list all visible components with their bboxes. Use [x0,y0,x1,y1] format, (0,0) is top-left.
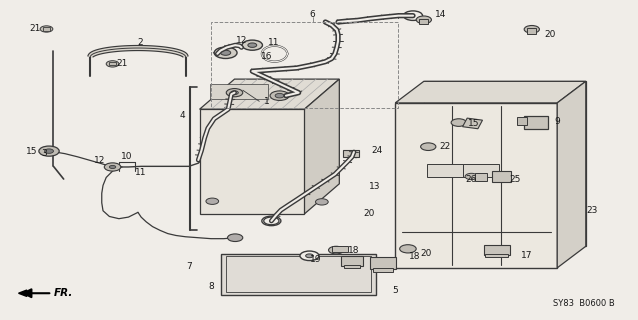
Text: 15: 15 [26,147,38,156]
Bar [524,116,547,129]
Bar [200,109,304,214]
Circle shape [221,50,231,55]
Text: 2: 2 [137,38,143,47]
Circle shape [465,173,478,180]
Text: 3: 3 [41,149,47,158]
Bar [43,28,50,31]
Text: 21: 21 [116,60,128,68]
Bar [373,268,393,272]
Bar [343,150,359,157]
Text: 12: 12 [236,36,247,45]
Circle shape [45,149,54,153]
Text: 7: 7 [186,262,191,271]
Circle shape [300,251,319,260]
Circle shape [403,11,422,20]
Text: 18: 18 [408,252,420,261]
Text: 20: 20 [364,209,375,219]
Bar [211,22,398,108]
Circle shape [39,146,59,156]
Text: 10: 10 [121,152,133,161]
Bar [370,257,396,269]
Text: 17: 17 [521,251,533,260]
Text: 22: 22 [440,142,451,151]
Bar [332,246,348,252]
Circle shape [206,198,219,204]
Bar [221,253,376,295]
Bar [210,84,268,99]
Text: 1: 1 [264,97,270,106]
Text: FR.: FR. [54,288,73,298]
Text: 23: 23 [586,206,598,215]
Text: 25: 25 [510,174,521,184]
Circle shape [104,163,121,171]
Bar [345,265,360,268]
Bar [419,19,428,24]
Text: 8: 8 [208,282,214,292]
Text: 13: 13 [369,182,381,191]
Bar [486,253,508,257]
Text: 15: 15 [468,119,480,128]
Bar [528,28,537,34]
Bar [475,173,487,180]
Polygon shape [200,79,339,109]
Bar [427,164,463,177]
Text: 14: 14 [434,10,446,19]
Bar [108,62,116,66]
Bar [484,245,510,255]
Circle shape [214,47,237,59]
Circle shape [228,234,243,242]
Text: 16: 16 [260,52,272,61]
Bar [424,81,586,246]
Text: 20: 20 [420,249,432,258]
Text: 12: 12 [94,156,105,165]
Circle shape [399,245,416,253]
Text: 19: 19 [310,255,322,264]
Bar [463,118,482,129]
Bar [517,117,527,125]
Circle shape [226,89,243,97]
Circle shape [524,26,539,33]
Text: SY83  B0600 B: SY83 B0600 B [553,299,614,308]
Circle shape [106,61,119,67]
Bar [341,256,364,266]
Circle shape [263,217,279,225]
Text: 11: 11 [268,38,279,47]
Polygon shape [304,79,339,214]
Text: 5: 5 [392,285,398,295]
Bar [226,256,371,292]
Circle shape [416,16,431,24]
Circle shape [40,26,53,32]
Bar [492,171,511,182]
Text: 20: 20 [544,30,556,39]
Text: 6: 6 [310,10,316,19]
Text: 26: 26 [465,174,477,184]
Circle shape [316,199,328,205]
Circle shape [109,165,115,169]
Polygon shape [395,81,586,103]
Circle shape [329,246,344,254]
Circle shape [242,40,262,50]
Circle shape [306,254,313,258]
Text: 21: 21 [29,24,41,33]
Circle shape [451,119,466,126]
Polygon shape [557,81,586,268]
Circle shape [270,91,289,100]
Circle shape [262,216,281,226]
Circle shape [248,43,256,47]
Text: 4: 4 [180,111,185,120]
Text: 24: 24 [371,146,382,155]
Bar [463,164,499,177]
Circle shape [420,143,436,150]
Circle shape [275,93,284,98]
Bar [395,103,557,268]
Text: 11: 11 [135,168,147,177]
Text: 9: 9 [554,117,560,126]
Polygon shape [19,290,27,296]
Circle shape [231,91,239,95]
Text: 18: 18 [348,246,359,255]
